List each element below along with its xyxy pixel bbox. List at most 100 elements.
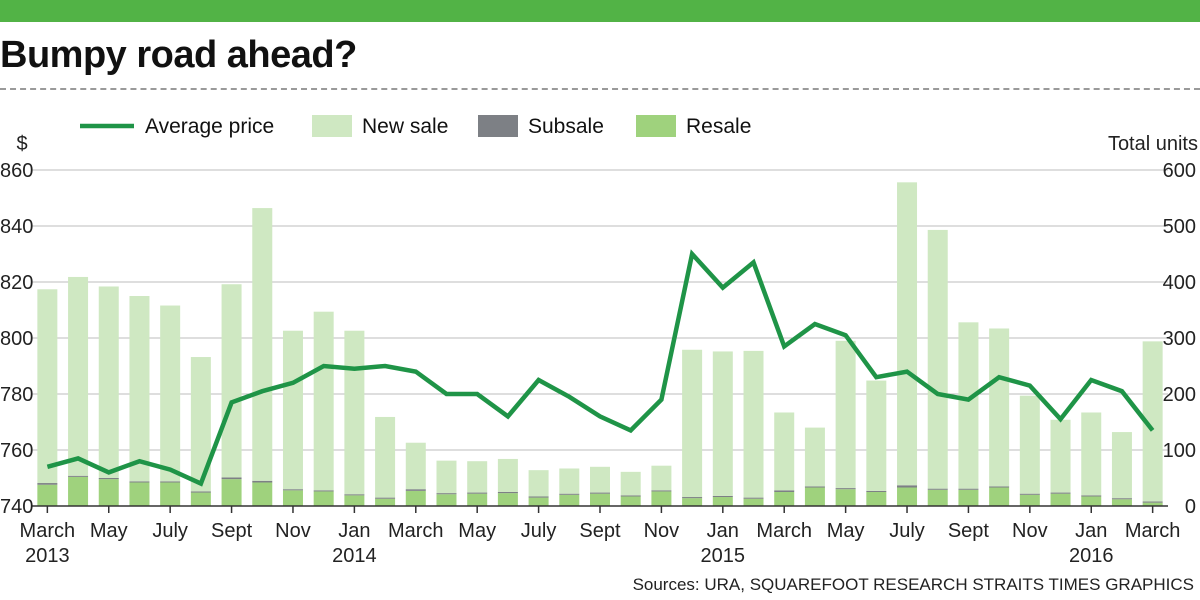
legend: Average price New sale Subsale Resale [80,115,751,138]
bar-new-sale [160,305,181,482]
x-tick-year: 2016 [1069,545,1114,567]
bar-new-sale [497,458,518,492]
bar-subsale [774,490,795,492]
bar-new-sale [835,340,856,489]
bar-resale [804,487,825,506]
x-tick-month: March [20,520,76,542]
right-tick-label: 400 [1163,272,1196,294]
bar-new-sale [436,460,457,494]
bar-new-sale [1050,419,1071,493]
left-tick-label: 860 [0,160,33,182]
x-tick-month: Jan [707,520,739,542]
legend-item-resale: Resale [636,115,751,138]
bar-subsale [1050,492,1071,494]
x-tick-month: July [521,520,557,542]
x-tick-month: Jan [1075,520,1107,542]
right-tick-label: 600 [1163,160,1196,182]
x-tick-month: July [889,520,925,542]
bar-new-sale [651,465,672,491]
x-tick-month: May [90,520,128,542]
left-axis-ticks: 740 760 780 800 820 840 860 [0,160,33,518]
bar-resale [68,476,89,506]
bar-resale [866,492,887,506]
bar-subsale [375,497,396,499]
bar-resale [37,484,58,506]
x-tick-month: Sept [948,520,990,542]
x-tick-month: May [458,520,496,542]
bar-resale [436,494,457,506]
bar-new-sale [743,350,764,498]
bar-subsale [989,486,1010,488]
bar-subsale [620,495,641,497]
bar-subsale [1081,495,1102,497]
bar-new-sale [682,349,703,498]
bar-new-sale [282,330,303,490]
bar-subsale [528,496,549,498]
left-axis-label: $ [16,133,27,155]
bar-new-sale [528,470,549,497]
bar-new-sale [344,330,365,495]
bar-new-sale [866,380,887,491]
bar-resale [712,497,733,506]
bar-resale [160,482,181,506]
x-tick-month: Jan [338,520,370,542]
bar-new-sale [620,471,641,496]
bar-new-sale [958,322,979,489]
bar-resale [958,489,979,506]
bar-resale [282,490,303,506]
legend-label-average-price: Average price [145,115,274,138]
bar-subsale [835,488,856,490]
bar-resale [1019,494,1040,506]
bar-new-sale [1111,432,1132,499]
x-tick-month: July [152,520,188,542]
source-credit: Sources: URA, SQUAREFOOT RESEARCH STRAIT… [632,575,1194,594]
bar-resale [375,498,396,506]
bar-resale [98,479,119,506]
bar-subsale [405,489,426,491]
x-tick-month: Sept [579,520,621,542]
average-price-line [46,249,1155,487]
bar-new-sale [590,466,610,493]
bar-subsale [743,497,764,499]
bar-subsale [436,493,457,495]
bar-resale [682,498,703,506]
bar-subsale [98,478,119,480]
bars-group [37,182,1163,506]
legend-swatch-subsale [478,115,518,137]
bar-new-sale [98,286,119,478]
left-tick-label: 760 [0,440,33,462]
bar-resale [1142,502,1163,506]
bar-subsale [160,481,181,483]
left-tick-label: 740 [0,496,33,518]
bar-subsale [958,488,979,490]
bar-resale [1111,499,1132,506]
bar-resale [252,482,273,506]
legend-item-new-sale: New sale [312,115,448,138]
bar-resale [989,487,1010,506]
right-axis-ticks: 0 100 200 300 400 500 600 [1163,160,1196,518]
bar-new-sale [897,182,918,486]
x-tick-year: 2013 [25,545,70,567]
bar-resale [620,496,641,506]
bar-new-sale [1142,341,1163,502]
legend-label-subsale: Subsale [528,115,604,138]
right-axis-label: Total units [1108,133,1198,155]
right-tick-label: 500 [1163,216,1196,238]
legend-swatch-resale [636,115,676,137]
bar-resale [344,495,365,506]
bar-subsale [344,494,365,496]
bar-new-sale [375,416,396,498]
bar-new-sale [405,442,426,490]
legend-label-resale: Resale [686,115,751,138]
legend-label-new-sale: New sale [362,115,448,138]
bar-new-sale [467,461,488,493]
bar-new-sale [774,412,795,491]
bar-resale [1050,493,1071,506]
bar-subsale [866,490,887,492]
bar-subsale [497,492,518,494]
right-tick-label: 200 [1163,384,1196,406]
bar-subsale [590,492,610,494]
bar-new-sale [1081,412,1102,496]
bar-resale [559,494,580,506]
gridlines [32,169,1168,451]
